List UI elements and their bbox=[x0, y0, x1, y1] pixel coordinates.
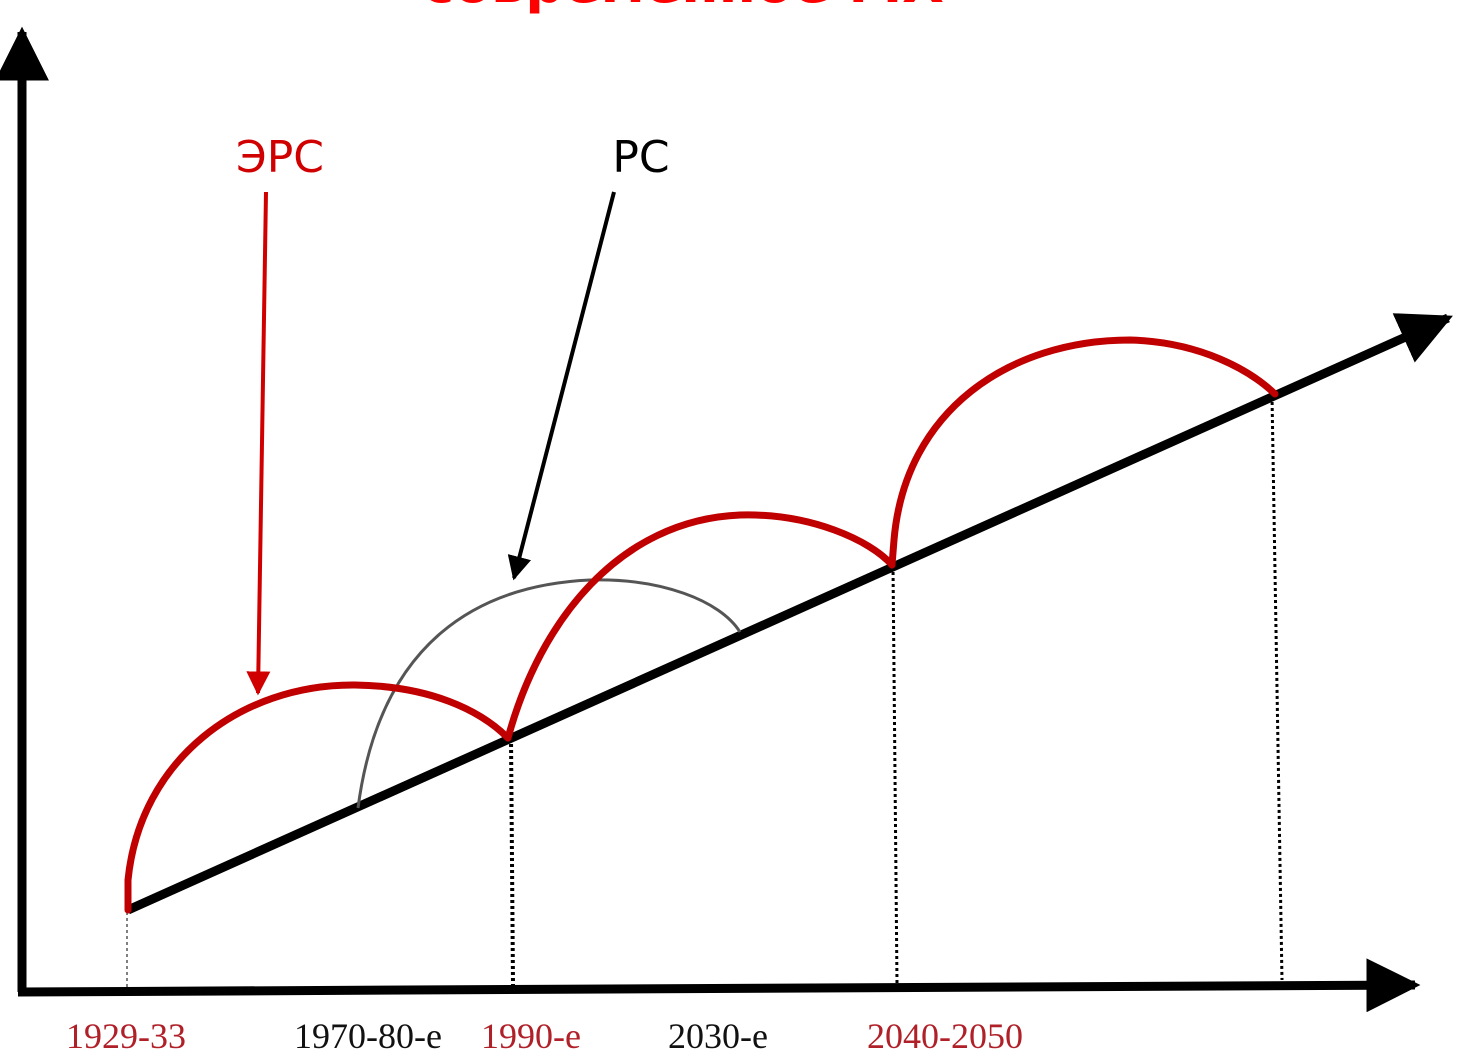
x-axis bbox=[17, 958, 1421, 1013]
ers-wave-3 bbox=[888, 336, 1279, 569]
trend-line bbox=[126, 313, 1453, 915]
x-label-1970-80: 1970-80-е bbox=[294, 1016, 442, 1056]
guide-line-2040 bbox=[891, 565, 899, 984]
x-label-2030: 2030-е bbox=[668, 1016, 768, 1056]
guide-line-end bbox=[1270, 395, 1284, 981]
ers-pointer-arrow bbox=[246, 191, 271, 696]
ers-waves bbox=[124, 336, 1279, 914]
x-axis-labels: 1929-33 1970-80-е 1990-е 2030-е 2040-205… bbox=[66, 1016, 1023, 1056]
rs-pointer-arrow bbox=[507, 191, 616, 581]
diagram-title: современное МХ bbox=[422, 0, 944, 15]
ers-wave-2 bbox=[504, 511, 896, 742]
ers-wave-1 bbox=[124, 681, 512, 914]
ers-label: ЭРС bbox=[236, 132, 324, 183]
x-label-1929-33: 1929-33 bbox=[66, 1016, 186, 1056]
guide-lines bbox=[126, 395, 1284, 990]
x-label-2040-2050: 2040-2050 bbox=[867, 1016, 1023, 1056]
rs-wave bbox=[356, 578, 742, 809]
guide-line-1990 bbox=[509, 737, 515, 986]
rs-label: РС bbox=[612, 132, 669, 183]
x-label-1990: 1990-е bbox=[481, 1016, 581, 1056]
